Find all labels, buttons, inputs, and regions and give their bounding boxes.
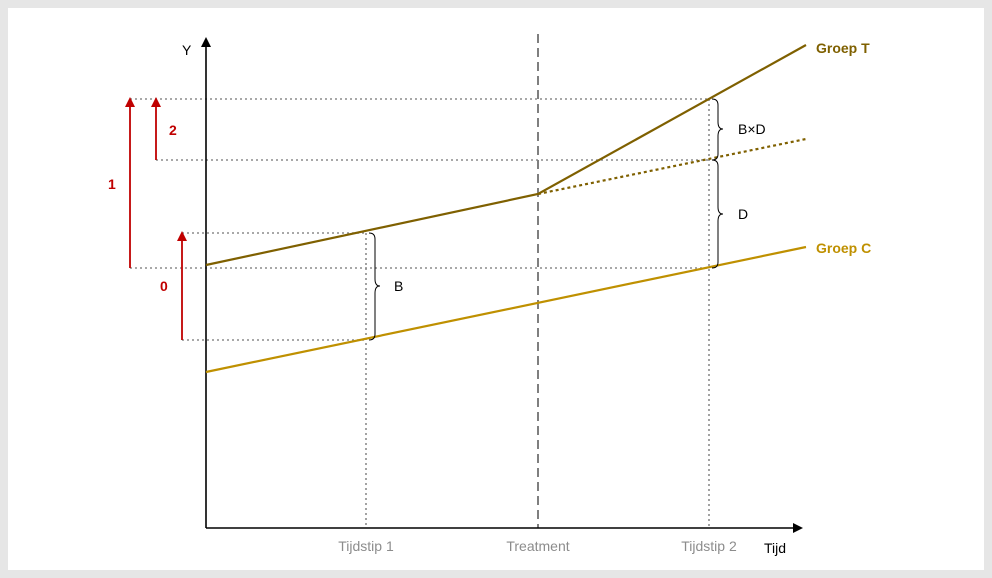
tick-label-time2: Tijdstip 2 <box>681 538 737 554</box>
tick-label-time1: Tijdstip 1 <box>338 538 394 554</box>
group-c-label: Groep C <box>816 240 871 256</box>
y-axis-label: Y <box>182 42 192 58</box>
effect-d-label: D <box>738 206 748 222</box>
tick-label-treatment: Treatment <box>506 538 569 554</box>
control-group-line <box>205 245 807 374</box>
braces <box>368 98 724 341</box>
difference-arrows <box>125 97 187 340</box>
did-diagram: Y Tijd Tijdstip 1 Treatment Tijdstip 2 G… <box>108 34 871 556</box>
brace-d <box>711 159 724 269</box>
group-t-label: Groep T <box>816 40 870 56</box>
treatment-group-line <box>205 44 807 267</box>
effect-bxd-label: B×D <box>738 121 766 137</box>
arrow-label-two: 2 <box>169 122 177 138</box>
arrow-label-one: 1 <box>108 176 116 192</box>
horizontal-guides <box>130 98 709 341</box>
diagram-frame: Y Tijd Tijdstip 1 Treatment Tijdstip 2 G… <box>8 8 984 570</box>
vertical-guides <box>365 99 710 528</box>
brace-b <box>368 232 381 341</box>
counterfactual-line <box>537 137 807 196</box>
effect-b-label: B <box>394 278 403 294</box>
arrow-label-zero: 0 <box>160 278 168 294</box>
brace-bxd <box>711 98 724 161</box>
x-axis-label: Tijd <box>764 540 786 556</box>
